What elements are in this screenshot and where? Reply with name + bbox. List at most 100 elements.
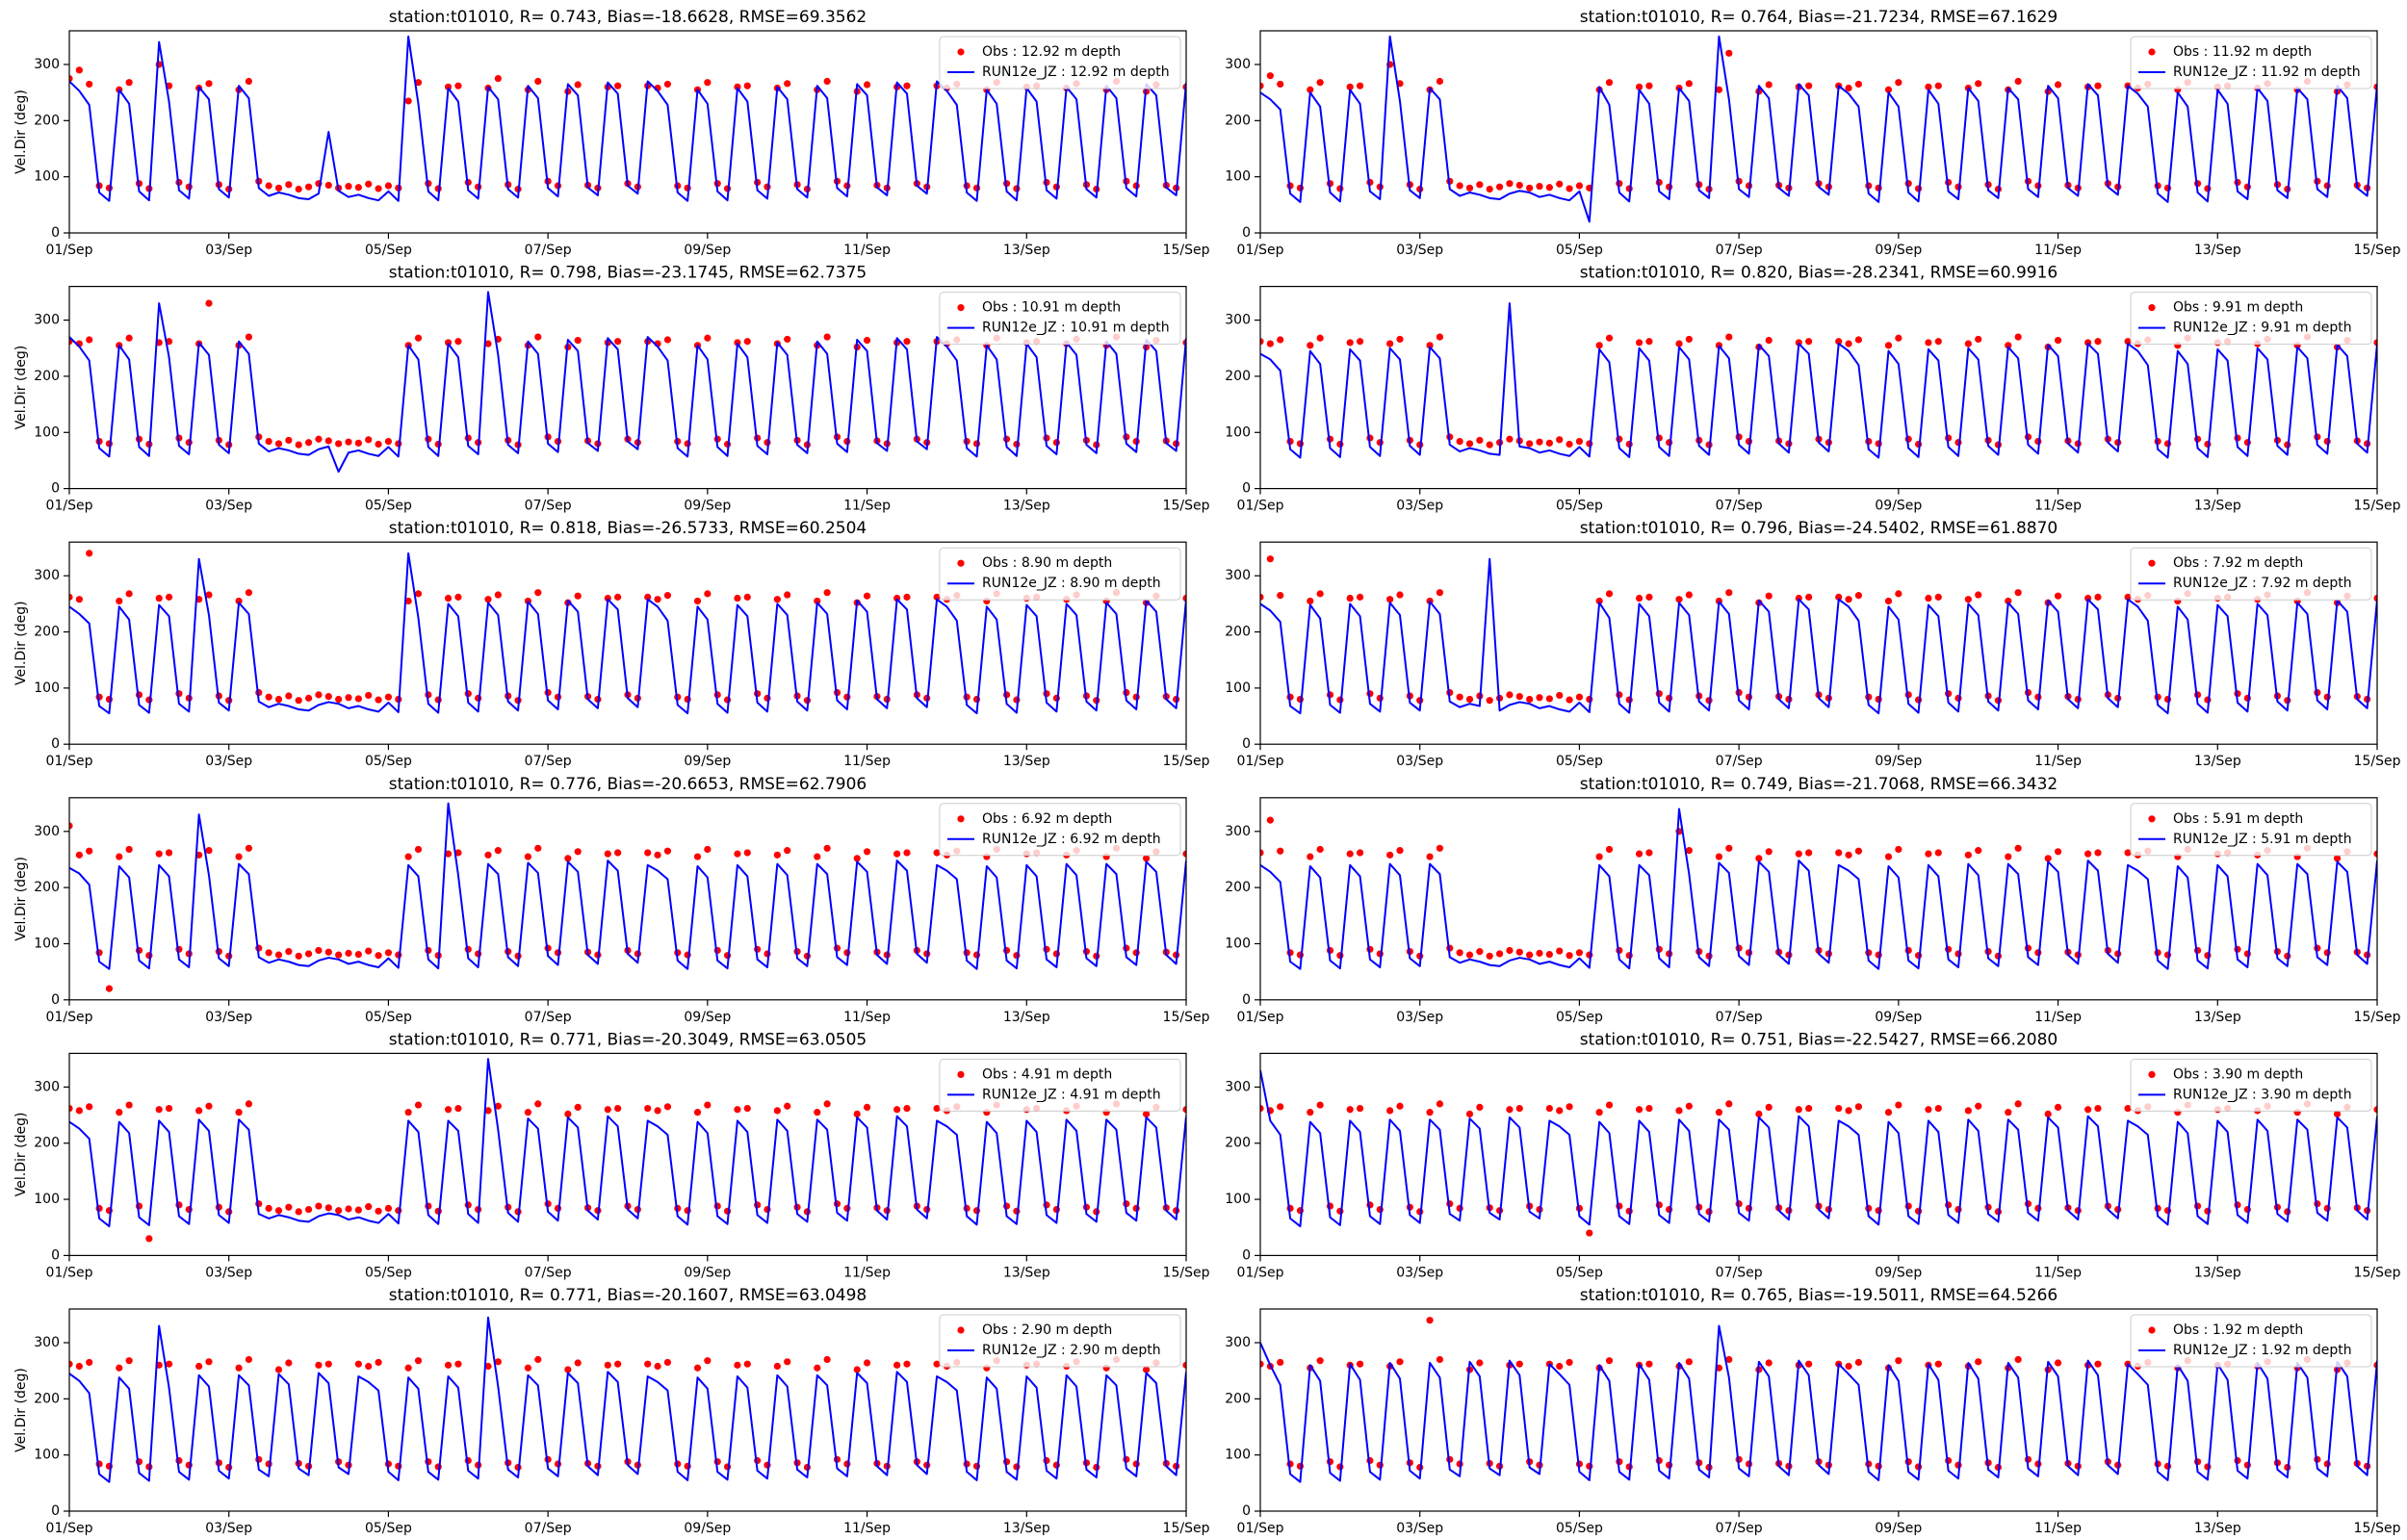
obs-point	[734, 1361, 741, 1369]
legend-label: Obs : 10.91 m depth	[982, 300, 1121, 316]
obs-point	[893, 1106, 901, 1114]
obs-point	[375, 1358, 382, 1367]
obs-point	[235, 1364, 243, 1372]
obs-point	[784, 80, 791, 88]
y-tick-label: 300	[34, 1335, 60, 1350]
obs-point	[454, 1104, 462, 1113]
subplot-title: station:t01010, R= 0.796, Bias=-24.5402,…	[1580, 519, 2058, 538]
obs-point	[564, 1366, 572, 1373]
obs-point	[69, 822, 73, 830]
obs-point	[1536, 694, 1543, 702]
obs-point	[1260, 1104, 1264, 1113]
x-tick-label: 05/Sep	[1556, 1265, 1603, 1280]
obs-point	[1436, 1100, 1444, 1108]
y-tick-label: 0	[51, 225, 60, 241]
obs-point	[324, 693, 332, 701]
obs-point	[654, 851, 661, 859]
legend: Obs : 12.92 m depth RUN12e_JZ : 12.92 m d…	[939, 36, 1181, 90]
model-line	[69, 291, 1186, 474]
obs-point	[1975, 1358, 1982, 1366]
obs-point	[734, 83, 741, 90]
subplot: station:t01010, R= 0.776, Bias=-20.6653,…	[13, 775, 1210, 1025]
obs-point	[295, 185, 302, 193]
obs-point	[663, 336, 672, 344]
obs-point	[1506, 946, 1514, 955]
obs-point	[1854, 1103, 1863, 1111]
obs-point	[494, 591, 502, 599]
legend-label: Obs : 3.90 m depth	[2173, 1066, 2303, 1082]
y-tick-label: 100	[34, 169, 60, 185]
obs-point	[704, 1101, 712, 1109]
obs-point	[384, 438, 393, 446]
obs-point	[75, 66, 83, 74]
obs-point	[1515, 948, 1523, 956]
obs-point	[205, 847, 213, 855]
obs-point	[1685, 80, 1693, 88]
obs-point	[1476, 1359, 1484, 1367]
legend-box	[2130, 292, 2372, 346]
obs-point	[125, 1357, 133, 1365]
obs-point	[304, 183, 313, 191]
obs-point	[1586, 1229, 1593, 1237]
legend-marker	[957, 1326, 965, 1334]
obs-point	[354, 1360, 362, 1368]
obs-point	[1635, 339, 1643, 346]
obs-point	[2084, 850, 2092, 858]
obs-point	[2054, 592, 2062, 600]
x-tick-label: 07/Sep	[1716, 754, 1763, 769]
obs-point	[1645, 82, 1653, 90]
legend-label: RUN12e_JZ : 8.90 m depth	[982, 576, 1161, 591]
obs-point	[1675, 1107, 1683, 1115]
obs-point	[1266, 72, 1274, 80]
obs-point	[105, 985, 114, 992]
x-tick-label: 03/Sep	[205, 499, 252, 514]
obs-point	[704, 334, 712, 342]
x-tick-label: 05/Sep	[1556, 754, 1603, 769]
obs-point	[295, 952, 302, 960]
x-tick-label: 09/Sep	[684, 754, 731, 769]
obs-point	[444, 1106, 453, 1114]
obs-point	[654, 1107, 661, 1115]
obs-point	[475, 694, 482, 702]
x-tick-label: 15/Sep	[1163, 754, 1210, 769]
legend-label: RUN12e_JZ : 11.92 m depth	[2173, 64, 2361, 80]
obs-point	[1486, 952, 1493, 960]
x-tick-label: 15/Sep	[2354, 1265, 2401, 1280]
obs-point	[1595, 853, 1603, 860]
x-tick-label: 15/Sep	[2354, 1010, 2401, 1025]
legend-marker	[2148, 1070, 2156, 1078]
obs-point	[444, 850, 453, 858]
x-tick-label: 15/Sep	[1163, 1265, 1210, 1280]
obs-point	[1884, 1109, 1893, 1116]
obs-point	[345, 1205, 352, 1213]
obs-point	[454, 849, 462, 857]
model-line	[69, 802, 1186, 970]
obs-point	[1725, 1100, 1733, 1108]
obs-point	[743, 1104, 751, 1113]
obs-point	[1316, 1357, 1324, 1365]
obs-point	[823, 1355, 831, 1364]
obs-point	[1465, 695, 1474, 704]
x-tick-label: 03/Sep	[205, 754, 252, 769]
obs-point	[1925, 1106, 1932, 1114]
obs-point	[863, 337, 871, 345]
x-tick-label: 01/Sep	[1237, 1010, 1284, 1025]
x-tick-label: 05/Sep	[365, 1010, 412, 1025]
obs-point	[1316, 79, 1324, 87]
legend-marker	[2148, 304, 2156, 312]
x-tick-label: 15/Sep	[1163, 1521, 1210, 1536]
obs-point	[1685, 335, 1693, 344]
obs-point	[1805, 338, 1813, 346]
obs-point	[1476, 1103, 1484, 1111]
obs-point	[354, 184, 362, 192]
obs-point	[1386, 340, 1394, 347]
obs-point	[1526, 440, 1534, 448]
obs-point	[1645, 593, 1653, 601]
obs-point	[345, 949, 352, 957]
x-tick-label: 03/Sep	[1396, 1010, 1443, 1025]
obs-point	[1456, 693, 1463, 701]
subplot: station:t01010, R= 0.743, Bias=-18.6628,…	[13, 8, 1210, 258]
obs-point	[773, 851, 781, 859]
obs-point	[86, 550, 93, 557]
obs-point	[324, 1204, 332, 1212]
